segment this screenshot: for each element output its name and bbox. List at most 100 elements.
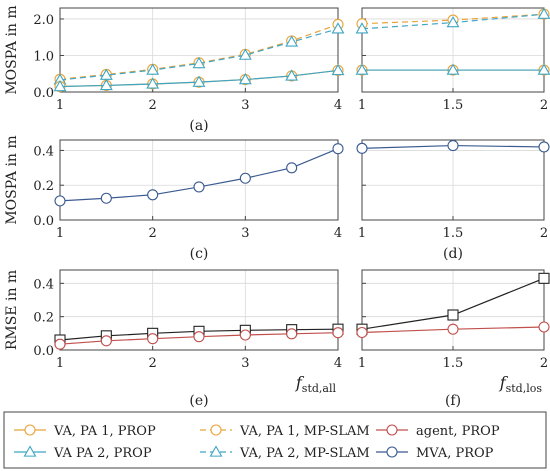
y-tick-label: 1.0 bbox=[33, 49, 54, 64]
series-mva_prop bbox=[54, 143, 344, 207]
y-tick-label: 0.0 bbox=[33, 344, 54, 359]
x-tick-label: 1 bbox=[358, 226, 366, 241]
data-point bbox=[146, 77, 160, 89]
panel-d: 1 1.5 2 (d) bbox=[356, 139, 550, 262]
data-point bbox=[53, 79, 67, 92]
legend-label: VA, PA 1, PROP bbox=[53, 424, 156, 439]
x-tick-label: 1 bbox=[358, 356, 366, 371]
series-mva_prop bbox=[356, 140, 550, 154]
legend-entry: VA, PA 1, MP-SLAM bbox=[200, 424, 370, 439]
x-tick-label: 1 bbox=[56, 98, 64, 113]
x-tick-label: 1.5 bbox=[443, 356, 464, 371]
data-point bbox=[538, 321, 550, 333]
series-va2_prop bbox=[355, 63, 550, 75]
data-point bbox=[356, 326, 368, 339]
data-point bbox=[238, 72, 252, 85]
x-tick-label: 2 bbox=[540, 98, 548, 113]
data-point bbox=[285, 35, 299, 47]
x-tick-label: 4 bbox=[334, 98, 342, 113]
x-tick-label: 1 bbox=[358, 98, 366, 113]
x-tick-label: 2 bbox=[149, 356, 157, 371]
panel-f: 1 1.5 2 (f) fstd,los bbox=[356, 269, 550, 409]
legend-label: VA, PA 2, MP-SLAM bbox=[239, 446, 370, 461]
data-point bbox=[538, 141, 550, 153]
x-axis-name: fstd,los bbox=[499, 373, 543, 395]
legend-box bbox=[3, 411, 547, 469]
series-va2_mpslam bbox=[355, 7, 550, 34]
legend-label: agent, PROP bbox=[416, 424, 500, 439]
data-point bbox=[147, 189, 159, 201]
legend-swatch-marker bbox=[210, 424, 222, 436]
y-tick-label: 0.0 bbox=[33, 86, 54, 101]
y-axis-label: RMSE in m bbox=[4, 270, 20, 350]
panel-frame bbox=[59, 139, 339, 221]
panel-label: (f) bbox=[445, 393, 461, 409]
data-point bbox=[356, 142, 368, 154]
legend-label: MVA, PROP bbox=[416, 446, 494, 461]
legend-label: VA, PA 1, MP-SLAM bbox=[239, 424, 370, 439]
legend-label: VA PA 2, PROP bbox=[53, 446, 152, 461]
data-point bbox=[192, 56, 206, 69]
legend-swatch-marker bbox=[386, 424, 398, 436]
data-point bbox=[99, 78, 113, 91]
data-point bbox=[54, 195, 66, 207]
x-tick-label: 2 bbox=[149, 98, 157, 113]
x-tick-label: 1.5 bbox=[443, 226, 464, 241]
y-axis-label: MOSPA in m bbox=[4, 5, 20, 94]
x-tick-label: 4 bbox=[334, 356, 342, 371]
x-tick-label: 1 bbox=[56, 226, 64, 241]
panel-frame bbox=[59, 7, 339, 93]
data-point bbox=[193, 331, 205, 343]
panel-label: (a) bbox=[189, 118, 208, 134]
panel-b: 1 1.5 2 bbox=[355, 7, 550, 113]
legend-swatch-marker bbox=[24, 424, 36, 436]
series-line bbox=[59, 23, 339, 80]
data-point bbox=[285, 69, 299, 81]
data-point bbox=[100, 335, 112, 347]
legend-entry: VA, PA 1, PROP bbox=[14, 424, 156, 439]
panel-label: (c) bbox=[190, 246, 209, 262]
data-point bbox=[193, 181, 205, 193]
legend-swatch-marker bbox=[209, 445, 223, 457]
x-tick-label: 1.5 bbox=[443, 98, 464, 113]
data-point bbox=[447, 323, 459, 335]
data-point bbox=[238, 48, 252, 60]
panel-a: 1 2 3 4 0.0 1.0 2.0 MOSPA in m (a) bbox=[4, 5, 345, 134]
data-point bbox=[537, 7, 550, 19]
x-tick-label: 2 bbox=[540, 356, 548, 371]
y-tick-label: 2.0 bbox=[33, 13, 54, 28]
legend-entry: agent, PROP bbox=[376, 424, 500, 439]
x-tick-label: 4 bbox=[334, 226, 342, 241]
data-point bbox=[286, 328, 298, 340]
y-tick-label: 0.4 bbox=[33, 277, 54, 292]
data-point bbox=[332, 327, 344, 339]
series-agent_prop bbox=[356, 321, 550, 339]
data-point bbox=[239, 329, 251, 341]
data-point bbox=[286, 162, 298, 174]
y-tick-label: 0.4 bbox=[33, 144, 54, 159]
data-point bbox=[355, 63, 369, 75]
legend-swatch-marker bbox=[23, 445, 37, 457]
series-agent_prop bbox=[54, 327, 344, 350]
data-point bbox=[355, 22, 369, 34]
data-point bbox=[331, 22, 345, 34]
data-point bbox=[447, 309, 459, 321]
x-tick-label: 2 bbox=[540, 226, 548, 241]
x-tick-label: 3 bbox=[241, 226, 249, 241]
series-line bbox=[59, 148, 339, 202]
x-tick-label: 3 bbox=[241, 356, 249, 371]
data-point bbox=[147, 333, 159, 345]
data-point bbox=[537, 63, 550, 75]
x-axis-name: fstd,all bbox=[295, 373, 337, 395]
panel-frame bbox=[59, 269, 339, 351]
data-point bbox=[446, 16, 460, 28]
y-axis-label: MOSPA in m bbox=[4, 135, 20, 224]
legend-swatch-marker bbox=[386, 446, 398, 458]
panel-label: (d) bbox=[443, 246, 463, 262]
data-point bbox=[331, 63, 345, 76]
panel-c: 1 2 3 4 0.0 0.2 0.4 MOSPA in m (c) bbox=[4, 135, 344, 262]
panel-e: 1 2 3 4 0.0 0.2 0.4 RMSE in m (e) fstd,all bbox=[4, 269, 344, 409]
legend-entry: VA PA 2, PROP bbox=[14, 445, 152, 461]
data-point bbox=[54, 338, 66, 350]
